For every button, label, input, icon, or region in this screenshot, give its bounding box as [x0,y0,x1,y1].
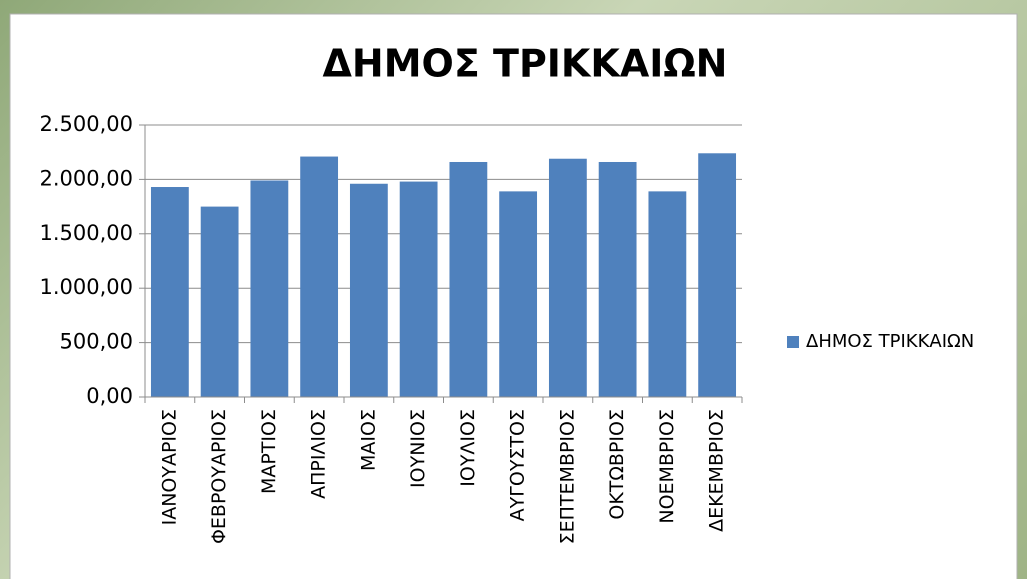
bar [698,153,737,397]
x-tick-label: ΜΑΙΟΣ [357,409,379,471]
x-tick-label: ΑΥΓΟΥΣΤΟΣ [507,409,529,521]
bar [648,191,687,397]
x-tick-label: ΜΑΡΤΙΟΣ [258,409,280,494]
bar [399,181,438,397]
bar [449,161,488,397]
x-tick-label: ΑΠΡΙΛΙΟΣ [308,409,330,499]
y-tick-label: 1.500,00 [39,221,133,245]
y-tick-label: 500,00 [60,330,133,354]
bar [300,156,339,397]
chart-title: ΔΗΜΟΣ ΤΡΙΚΚΑΙΩΝ [323,42,728,86]
bar [598,161,637,397]
x-tick-label: ΙΟΥΛΙΟΣ [457,409,479,487]
bar [548,158,587,397]
legend-swatch [787,336,799,348]
x-tick-label: ΔΕΚΕΜΒΡΙΟΣ [706,409,728,532]
legend-label: ΔΗΜΟΣ ΤΡΙΚΚΑΙΩΝ [806,331,974,352]
y-tick-label: 2.500,00 [39,112,133,136]
x-tick-label: ΝΟΕΜΒΡΙΟΣ [656,409,678,524]
x-tick-label: ΣΕΠΤΕΜΒΡΙΟΣ [556,409,578,544]
bar [200,206,239,397]
bar [150,187,189,397]
x-tick-label: ΦΕΒΡΟΥΑΡΙΟΣ [208,409,230,544]
bar [349,183,388,397]
bar [499,191,538,397]
x-tick-label: ΙΑΝΟΥΑΡΙΟΣ [158,409,180,525]
y-tick-label: 0,00 [86,384,133,408]
y-tick-label: 1.000,00 [39,275,133,299]
y-tick-label: 2.000,00 [39,166,133,190]
x-tick-label: ΟΚΤΩΒΡΙΟΣ [606,409,628,520]
bar [250,180,289,397]
x-tick-label: ΙΟΥΝΙΟΣ [407,409,429,488]
